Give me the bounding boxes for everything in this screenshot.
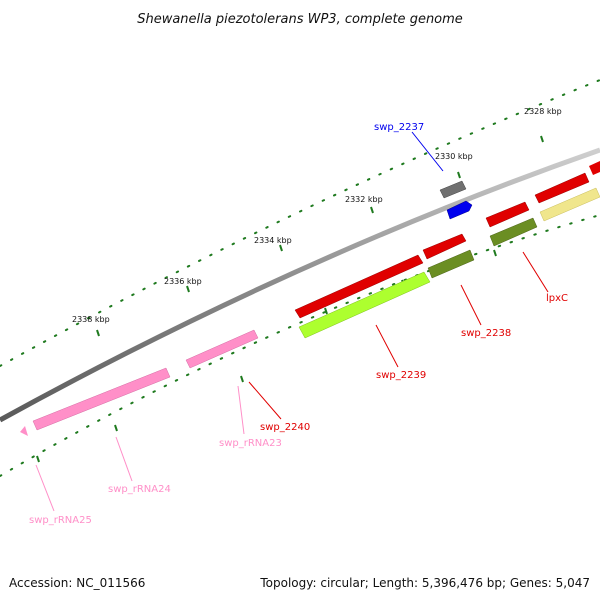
gene-arrow-swp_2239a[interactable] — [294, 254, 424, 319]
label-swp_rRNA24[interactable]: swp_rRNA24 — [108, 484, 171, 495]
scale-label-2338: 2338 kbp — [72, 315, 110, 324]
genome-summary-text: Topology: circular; Length: 5,396,476 bp… — [259, 576, 590, 590]
gene-arrow-swp_2237[interactable] — [439, 180, 467, 199]
forward-strand-features — [20, 161, 600, 436]
gene-arrow-swp_2239[interactable] — [298, 271, 431, 339]
gene-arrow-swp_2238[interactable] — [427, 249, 475, 279]
label-leader-lines — [35, 131, 549, 512]
label-swp_rRNA23[interactable]: swp_rRNA23 — [219, 438, 282, 449]
gene-arrow-olive-2[interactable] — [489, 217, 538, 247]
accession-text: Accession: NC_011566 — [9, 576, 145, 590]
gene-arrow-lpxC[interactable] — [485, 201, 530, 228]
map-title: Shewanella piezotolerans WP3, complete g… — [137, 12, 463, 27]
label-swp_2240[interactable]: swp_2240 — [260, 422, 310, 433]
scale-label-2332: 2332 kbp — [345, 195, 383, 204]
label-swp_rRNA25[interactable]: swp_rRNA25 — [29, 515, 92, 526]
scale-label-2334: 2334 kbp — [254, 236, 292, 245]
outer-tick-ring — [0, 79, 600, 367]
scale-label-2330: 2330 kbp — [435, 152, 473, 161]
gene-arrow-swp_2238a[interactable] — [422, 233, 467, 260]
gene-arrow-red-right[interactable] — [534, 172, 590, 204]
gene-arrow-rRNA24a[interactable] — [32, 367, 171, 431]
gene-arrow-red-edge[interactable] — [589, 161, 600, 175]
label-swp_2237[interactable]: swp_2237 — [374, 122, 424, 133]
feature-labels: swp_2237 lpxC swp_2238 swp_2239 swp_2240… — [29, 122, 568, 526]
gene-arrow-khaki[interactable] — [539, 187, 600, 222]
reverse-strand-features — [298, 187, 600, 339]
gene-arrow-rRNA25a[interactable] — [20, 426, 28, 436]
scale-label-2336: 2336 kbp — [164, 277, 202, 286]
scale-label-2328: 2328 kbp — [524, 107, 562, 116]
label-swp_2238[interactable]: swp_2238 — [461, 328, 511, 339]
label-lpxC[interactable]: lpxC — [546, 293, 568, 304]
label-swp_2239[interactable]: swp_2239 — [376, 370, 426, 381]
genome-backbone — [0, 147, 600, 423]
gene-arrow-blue[interactable] — [446, 200, 473, 220]
outer-major-ticks — [96, 135, 544, 337]
scale-labels: 2328 kbp 2330 kbp 2332 kbp 2334 kbp 2336… — [72, 107, 562, 324]
gene-arrow-swp_2240a[interactable] — [185, 329, 259, 369]
inner-tick-ring — [0, 214, 600, 477]
